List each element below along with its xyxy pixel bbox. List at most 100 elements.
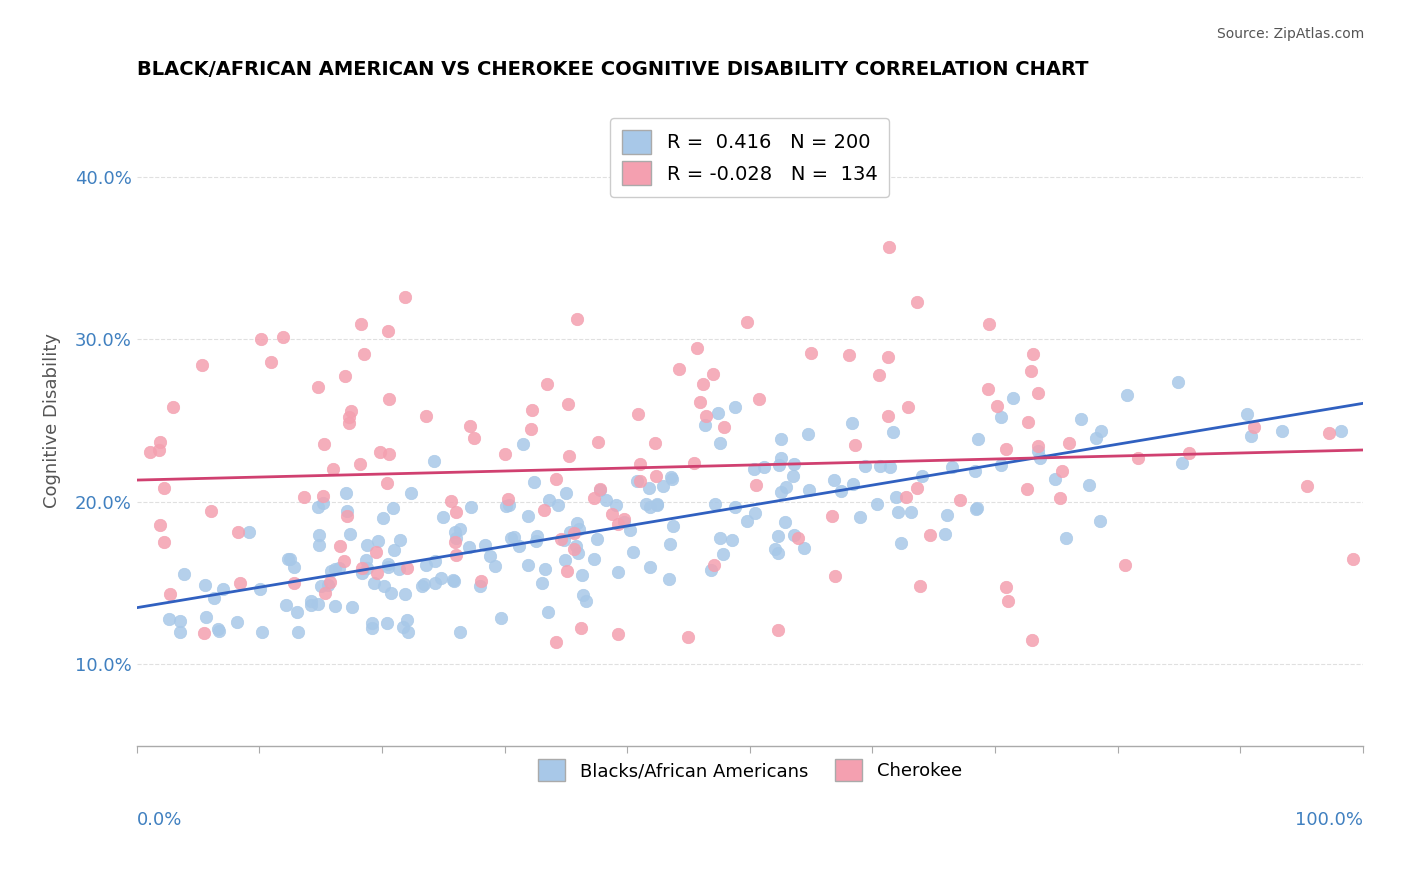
Point	[360, 615, 382, 630]
Point	[647, 496, 669, 510]
Point	[558, 525, 581, 540]
Point	[460, 500, 482, 514]
Point	[283, 560, 305, 574]
Point	[377, 559, 399, 574]
Point	[572, 588, 595, 602]
Point	[766, 529, 789, 543]
Point	[307, 500, 329, 514]
Point	[312, 496, 335, 510]
Point	[896, 490, 918, 504]
Point	[735, 514, 758, 528]
Point	[193, 626, 215, 640]
Point	[191, 359, 214, 373]
Point	[626, 474, 648, 488]
Point	[844, 437, 866, 451]
Point	[322, 462, 344, 476]
Point	[363, 575, 385, 590]
Point	[748, 392, 770, 406]
Point	[489, 611, 512, 625]
Point	[628, 457, 651, 471]
Point	[702, 368, 724, 382]
Point	[775, 480, 797, 494]
Legend: Blacks/African Americans, Cherokee: Blacks/African Americans, Cherokee	[531, 752, 969, 789]
Point	[600, 507, 623, 521]
Point	[396, 624, 419, 639]
Point	[700, 563, 723, 577]
Point	[207, 622, 229, 636]
Point	[316, 578, 339, 592]
Point	[869, 458, 891, 473]
Text: 100.0%: 100.0%	[1295, 811, 1362, 829]
Point	[349, 457, 371, 471]
Point	[308, 538, 330, 552]
Point	[606, 517, 628, 532]
Point	[1271, 424, 1294, 438]
Point	[149, 518, 172, 533]
Point	[399, 486, 422, 500]
Point	[512, 437, 534, 451]
Point	[589, 483, 612, 497]
Point	[555, 564, 578, 578]
Point	[1126, 450, 1149, 465]
Point	[494, 447, 516, 461]
Point	[249, 582, 271, 597]
Point	[444, 525, 467, 540]
Point	[706, 406, 728, 420]
Point	[636, 497, 658, 511]
Point	[619, 523, 641, 537]
Point	[312, 489, 335, 503]
Point	[441, 574, 464, 588]
Point	[287, 624, 309, 639]
Point	[337, 416, 360, 430]
Point	[458, 540, 481, 554]
Point	[768, 623, 790, 637]
Point	[936, 508, 959, 522]
Point	[533, 503, 555, 517]
Point	[1115, 388, 1137, 402]
Point	[299, 599, 322, 613]
Point	[797, 483, 820, 498]
Point	[350, 561, 373, 575]
Point	[375, 616, 398, 631]
Point	[583, 552, 606, 566]
Point	[644, 469, 666, 483]
Point	[897, 400, 920, 414]
Point	[586, 533, 609, 547]
Point	[378, 392, 401, 407]
Point	[918, 528, 941, 542]
Point	[692, 377, 714, 392]
Point	[564, 539, 586, 553]
Point	[911, 469, 934, 483]
Point	[887, 504, 910, 518]
Point	[686, 341, 709, 355]
Point	[339, 527, 361, 541]
Point	[319, 564, 342, 578]
Point	[162, 400, 184, 414]
Point	[853, 459, 876, 474]
Point	[328, 561, 350, 575]
Point	[225, 615, 247, 629]
Point	[388, 561, 411, 575]
Point	[250, 333, 273, 347]
Point	[842, 477, 865, 491]
Point	[522, 402, 544, 417]
Point	[415, 558, 437, 572]
Point	[508, 540, 530, 554]
Point	[319, 574, 342, 589]
Point	[1090, 514, 1112, 528]
Point	[703, 558, 725, 573]
Point	[613, 516, 636, 530]
Point	[444, 505, 467, 519]
Point	[458, 418, 481, 433]
Point	[1017, 415, 1039, 429]
Point	[1026, 443, 1049, 458]
Point	[366, 566, 388, 581]
Point	[800, 346, 823, 360]
Point	[361, 621, 384, 635]
Point	[550, 532, 572, 546]
Point	[1026, 439, 1049, 453]
Point	[569, 621, 592, 635]
Point	[644, 436, 666, 450]
Point	[352, 566, 374, 581]
Point	[877, 240, 900, 254]
